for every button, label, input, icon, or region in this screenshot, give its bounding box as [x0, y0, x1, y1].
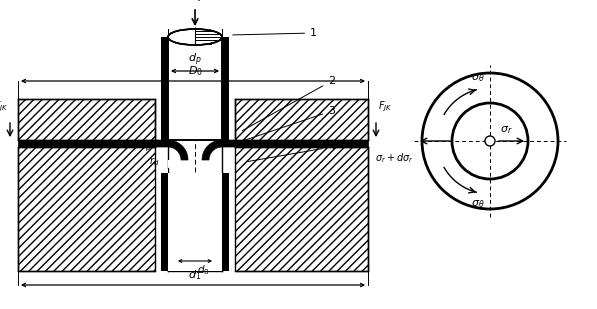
Text: $F$: $F$ — [197, 0, 207, 4]
Text: 2: 2 — [242, 76, 335, 131]
Circle shape — [485, 136, 495, 146]
Polygon shape — [222, 37, 229, 140]
Text: $d_1$: $d_1$ — [188, 268, 202, 282]
Text: $\sigma_\theta$: $\sigma_\theta$ — [471, 72, 485, 84]
Polygon shape — [235, 140, 368, 147]
Text: $d_0$: $d_0$ — [197, 263, 210, 277]
Text: $F_{JK}$: $F_{JK}$ — [0, 99, 8, 114]
Text: $\sigma_r+d\sigma_r$: $\sigma_r+d\sigma_r$ — [376, 151, 414, 165]
Polygon shape — [161, 160, 181, 173]
Polygon shape — [235, 140, 368, 147]
Text: $d_p$: $d_p$ — [188, 52, 202, 68]
Text: 1: 1 — [233, 28, 317, 38]
Polygon shape — [161, 173, 168, 271]
Polygon shape — [235, 147, 368, 271]
Polygon shape — [235, 99, 368, 140]
Text: $D_0$: $D_0$ — [187, 64, 202, 78]
Text: $F_{JK}$: $F_{JK}$ — [378, 99, 392, 114]
Circle shape — [422, 73, 558, 209]
Text: $\sigma_r$: $\sigma_r$ — [500, 124, 512, 136]
Polygon shape — [18, 147, 155, 271]
Ellipse shape — [168, 29, 222, 45]
Polygon shape — [168, 37, 222, 140]
Circle shape — [452, 103, 528, 179]
Polygon shape — [168, 147, 222, 271]
Polygon shape — [18, 140, 155, 147]
Text: $r_d$: $r_d$ — [149, 155, 159, 168]
Polygon shape — [202, 140, 235, 160]
Polygon shape — [161, 37, 168, 140]
Text: $r_p$: $r_p$ — [141, 141, 151, 154]
Text: 3: 3 — [238, 106, 335, 143]
Polygon shape — [18, 140, 155, 147]
Polygon shape — [155, 140, 188, 160]
Polygon shape — [222, 173, 229, 271]
Polygon shape — [168, 173, 222, 271]
Polygon shape — [18, 99, 155, 140]
Text: 4: 4 — [248, 142, 335, 162]
Text: $\sigma_\theta$: $\sigma_\theta$ — [471, 198, 485, 210]
